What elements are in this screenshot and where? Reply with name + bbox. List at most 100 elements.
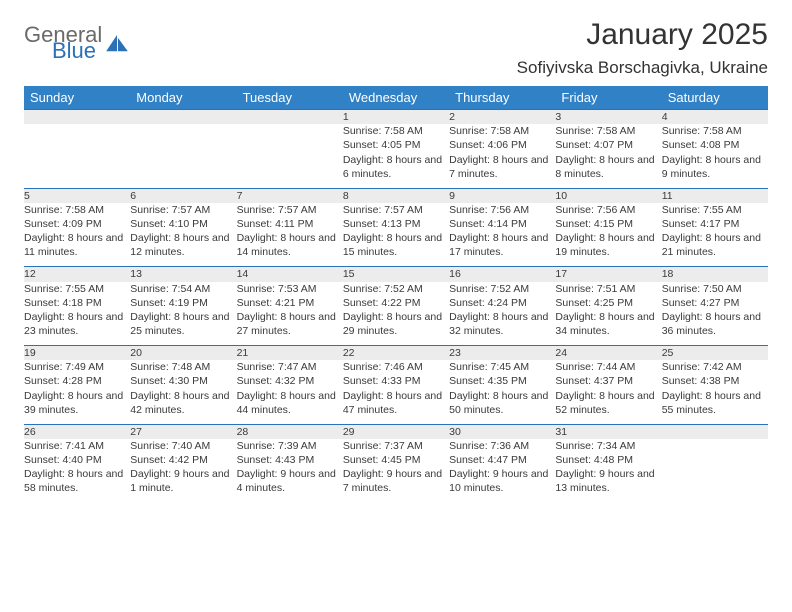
logo: General Blue: [24, 24, 128, 62]
daylight-line: Daylight: 8 hours and 7 minutes.: [449, 153, 555, 181]
daylight-line: Daylight: 8 hours and 44 minutes.: [237, 389, 343, 417]
sunset-line: Sunset: 4:18 PM: [24, 296, 130, 310]
daylight-line: Daylight: 8 hours and 19 minutes.: [555, 231, 661, 259]
sunset-line: Sunset: 4:07 PM: [555, 138, 661, 152]
day-cell: Sunrise: 7:40 AMSunset: 4:42 PMDaylight:…: [130, 439, 236, 503]
sunset-line: Sunset: 4:48 PM: [555, 453, 661, 467]
weekday-header: Wednesday: [343, 86, 449, 110]
day-number: 13: [130, 267, 236, 282]
sunrise-line: Sunrise: 7:58 AM: [343, 124, 449, 138]
day-number: 18: [662, 267, 768, 282]
sunset-line: Sunset: 4:24 PM: [449, 296, 555, 310]
day-cell: [24, 124, 130, 188]
day-data-row: Sunrise: 7:58 AMSunset: 4:05 PMDaylight:…: [24, 124, 768, 188]
daylight-line: Daylight: 8 hours and 50 minutes.: [449, 389, 555, 417]
sunset-line: Sunset: 4:33 PM: [343, 374, 449, 388]
sunrise-line: Sunrise: 7:54 AM: [130, 282, 236, 296]
day-number: 16: [449, 267, 555, 282]
month-title: January 2025: [517, 18, 768, 52]
day-number: 21: [237, 346, 343, 361]
sunset-line: Sunset: 4:42 PM: [130, 453, 236, 467]
day-cell: Sunrise: 7:50 AMSunset: 4:27 PMDaylight:…: [662, 282, 768, 346]
sunrise-line: Sunrise: 7:41 AM: [24, 439, 130, 453]
sunrise-line: Sunrise: 7:58 AM: [662, 124, 768, 138]
day-number: 26: [24, 424, 130, 439]
day-number: 15: [343, 267, 449, 282]
day-number: 24: [555, 346, 661, 361]
day-cell: Sunrise: 7:52 AMSunset: 4:24 PMDaylight:…: [449, 282, 555, 346]
sunset-line: Sunset: 4:10 PM: [130, 217, 236, 231]
day-number: 5: [24, 188, 130, 203]
sunset-line: Sunset: 4:08 PM: [662, 138, 768, 152]
day-number: 27: [130, 424, 236, 439]
sunrise-line: Sunrise: 7:48 AM: [130, 360, 236, 374]
day-cell: Sunrise: 7:52 AMSunset: 4:22 PMDaylight:…: [343, 282, 449, 346]
day-number: 9: [449, 188, 555, 203]
day-number: 4: [662, 110, 768, 125]
day-cell: Sunrise: 7:44 AMSunset: 4:37 PMDaylight:…: [555, 360, 661, 424]
sunset-line: Sunset: 4:40 PM: [24, 453, 130, 467]
location: Sofiyivska Borschagivka, Ukraine: [517, 58, 768, 78]
day-number: 11: [662, 188, 768, 203]
daylight-line: Daylight: 8 hours and 8 minutes.: [555, 153, 661, 181]
sunrise-line: Sunrise: 7:46 AM: [343, 360, 449, 374]
day-number: 8: [343, 188, 449, 203]
sunrise-line: Sunrise: 7:51 AM: [555, 282, 661, 296]
day-number: [237, 110, 343, 125]
daylight-line: Daylight: 8 hours and 15 minutes.: [343, 231, 449, 259]
day-cell: Sunrise: 7:46 AMSunset: 4:33 PMDaylight:…: [343, 360, 449, 424]
sunrise-line: Sunrise: 7:52 AM: [449, 282, 555, 296]
sail-icon: [106, 35, 128, 53]
day-number: 23: [449, 346, 555, 361]
day-data-row: Sunrise: 7:58 AMSunset: 4:09 PMDaylight:…: [24, 203, 768, 267]
sunrise-line: Sunrise: 7:57 AM: [130, 203, 236, 217]
day-number: 31: [555, 424, 661, 439]
day-cell: Sunrise: 7:51 AMSunset: 4:25 PMDaylight:…: [555, 282, 661, 346]
sunrise-line: Sunrise: 7:36 AM: [449, 439, 555, 453]
day-number: 6: [130, 188, 236, 203]
sunrise-line: Sunrise: 7:37 AM: [343, 439, 449, 453]
daylight-line: Daylight: 9 hours and 7 minutes.: [343, 467, 449, 495]
sunrise-line: Sunrise: 7:56 AM: [449, 203, 555, 217]
day-cell: Sunrise: 7:58 AMSunset: 4:07 PMDaylight:…: [555, 124, 661, 188]
day-number: [24, 110, 130, 125]
daylight-line: Daylight: 8 hours and 29 minutes.: [343, 310, 449, 338]
weekday-header: Sunday: [24, 86, 130, 110]
logo-word2: Blue: [52, 40, 102, 62]
day-cell: Sunrise: 7:37 AMSunset: 4:45 PMDaylight:…: [343, 439, 449, 503]
sunset-line: Sunset: 4:15 PM: [555, 217, 661, 231]
day-cell: Sunrise: 7:54 AMSunset: 4:19 PMDaylight:…: [130, 282, 236, 346]
day-number: [130, 110, 236, 125]
day-cell: Sunrise: 7:58 AMSunset: 4:09 PMDaylight:…: [24, 203, 130, 267]
sunrise-line: Sunrise: 7:34 AM: [555, 439, 661, 453]
day-cell: Sunrise: 7:57 AMSunset: 4:13 PMDaylight:…: [343, 203, 449, 267]
daylight-line: Daylight: 8 hours and 52 minutes.: [555, 389, 661, 417]
daylight-line: Daylight: 8 hours and 27 minutes.: [237, 310, 343, 338]
daylight-line: Daylight: 8 hours and 9 minutes.: [662, 153, 768, 181]
sunrise-line: Sunrise: 7:40 AM: [130, 439, 236, 453]
day-cell: Sunrise: 7:58 AMSunset: 4:06 PMDaylight:…: [449, 124, 555, 188]
daylight-line: Daylight: 8 hours and 21 minutes.: [662, 231, 768, 259]
day-number: 25: [662, 346, 768, 361]
day-number-row: 1234: [24, 110, 768, 125]
day-number: 12: [24, 267, 130, 282]
day-cell: [237, 124, 343, 188]
sunrise-line: Sunrise: 7:58 AM: [555, 124, 661, 138]
day-cell: Sunrise: 7:53 AMSunset: 4:21 PMDaylight:…: [237, 282, 343, 346]
daylight-line: Daylight: 8 hours and 25 minutes.: [130, 310, 236, 338]
daylight-line: Daylight: 8 hours and 23 minutes.: [24, 310, 130, 338]
day-cell: Sunrise: 7:55 AMSunset: 4:18 PMDaylight:…: [24, 282, 130, 346]
daylight-line: Daylight: 8 hours and 47 minutes.: [343, 389, 449, 417]
weekday-header: Saturday: [662, 86, 768, 110]
weekday-header: Thursday: [449, 86, 555, 110]
sunset-line: Sunset: 4:28 PM: [24, 374, 130, 388]
day-cell: Sunrise: 7:34 AMSunset: 4:48 PMDaylight:…: [555, 439, 661, 503]
day-number: 3: [555, 110, 661, 125]
sunset-line: Sunset: 4:19 PM: [130, 296, 236, 310]
day-cell: Sunrise: 7:55 AMSunset: 4:17 PMDaylight:…: [662, 203, 768, 267]
day-cell: Sunrise: 7:49 AMSunset: 4:28 PMDaylight:…: [24, 360, 130, 424]
day-number: 10: [555, 188, 661, 203]
sunrise-line: Sunrise: 7:57 AM: [237, 203, 343, 217]
day-cell: Sunrise: 7:58 AMSunset: 4:05 PMDaylight:…: [343, 124, 449, 188]
sunset-line: Sunset: 4:35 PM: [449, 374, 555, 388]
